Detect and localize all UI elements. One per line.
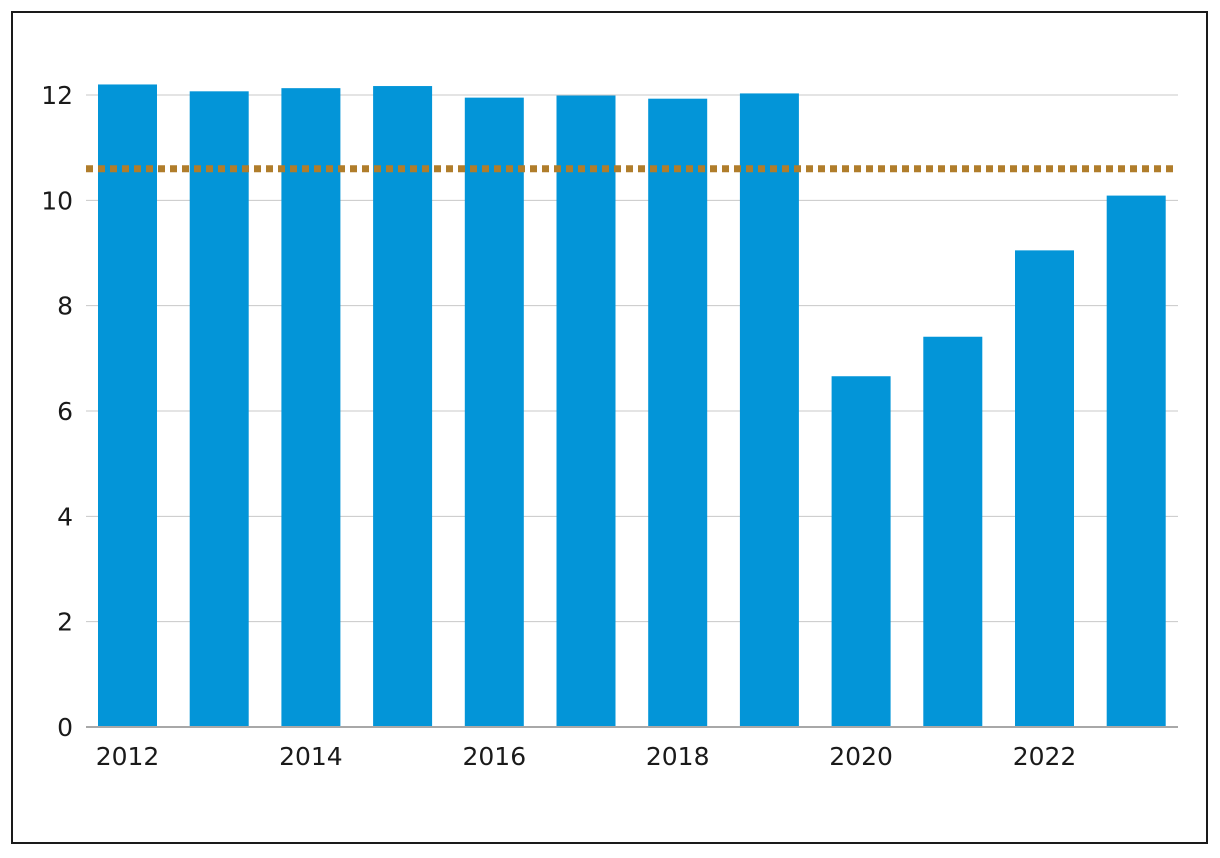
y-tick-label-2: 2 bbox=[57, 608, 73, 637]
x-tick-label-2014: 2014 bbox=[279, 742, 343, 771]
y-tick-labels: 0 2 4 6 8 10 12 bbox=[41, 81, 73, 742]
y-tick-label-4: 4 bbox=[57, 502, 73, 531]
y-tick-label-0: 0 bbox=[57, 713, 73, 742]
x-tick-label-2012: 2012 bbox=[96, 742, 160, 771]
y-tick-label-6: 6 bbox=[57, 397, 73, 426]
bar-2012 bbox=[98, 84, 157, 727]
bar-2015 bbox=[373, 86, 433, 727]
bar-2014 bbox=[281, 88, 341, 728]
bar-2016 bbox=[464, 97, 524, 728]
bar-2017 bbox=[556, 95, 616, 727]
y-tick-label-10: 10 bbox=[41, 186, 73, 215]
x-tick-label-2016: 2016 bbox=[462, 742, 526, 771]
y-tick-label-12: 12 bbox=[41, 81, 73, 110]
x-tick-label-2018: 2018 bbox=[646, 742, 710, 771]
y-tick-label-8: 8 bbox=[57, 292, 73, 321]
x-tick-label-2022: 2022 bbox=[1013, 742, 1077, 771]
bar-2019 bbox=[739, 93, 799, 728]
bar-2021 bbox=[923, 336, 983, 727]
bar-2020 bbox=[831, 376, 891, 727]
gridlines bbox=[86, 94, 1178, 623]
x-tick-label-2020: 2020 bbox=[829, 742, 893, 771]
bar-2018 bbox=[648, 98, 708, 728]
x-tick-labels: 2012 2014 2016 2018 2020 2022 bbox=[96, 742, 1077, 771]
bar-2023 bbox=[1106, 195, 1166, 728]
bar-2022 bbox=[1015, 250, 1074, 727]
bars bbox=[98, 84, 1166, 728]
bar-2013 bbox=[189, 91, 249, 727]
